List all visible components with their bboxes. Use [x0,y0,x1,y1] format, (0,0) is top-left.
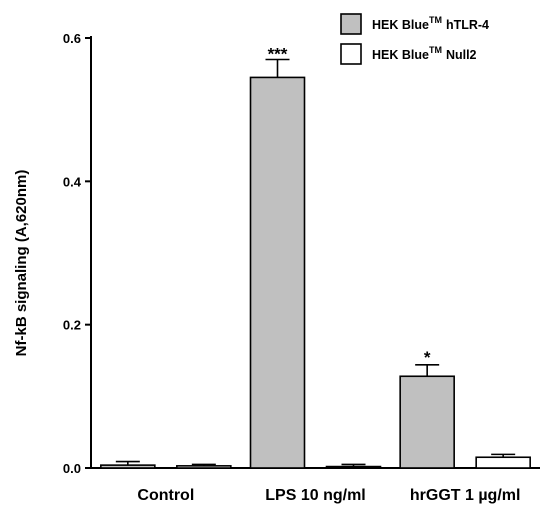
bar-null2-2 [475,456,531,469]
legend-entry: HEK BlueTM hTLR-4 [372,15,489,32]
y-tick-label: 0.6 [63,31,81,46]
y-axis-label: Nf-kB signaling (A,620nm) [13,170,30,357]
category-labels: Control LPS 10 ng/ml hrGGT 1 µg/ml [137,487,520,504]
bar-htlr4-1 [249,76,306,469]
bar-htlr4-0 [100,464,156,469]
legend-superscript: TM [429,45,442,55]
bar-htlr4-2 [399,375,455,469]
legend-superscript: TM [429,15,442,25]
y-tick-label: 0.4 [63,174,82,189]
legend-name: HEK Blue [372,48,429,62]
legend-name: HEK Blue [372,18,429,32]
significance-label: *** [268,45,288,64]
significance-label: * [424,348,431,367]
bars: **** [100,45,531,469]
y-ticks: 0.0 0.2 0.4 0.6 [63,31,91,476]
y-tick-label: 0.0 [63,461,81,476]
bar-null2-1 [325,465,382,469]
category-label: hrGGT 1 µg/ml [410,487,521,504]
legend-suffix: Null2 [446,48,477,62]
legend-entry: HEK BlueTM Null2 [372,45,477,62]
legend-swatch [340,43,362,65]
legend-suffix: hTLR-4 [446,18,489,32]
axes [90,36,540,469]
y-tick-label: 0.2 [63,318,81,333]
bar-null2-0 [176,465,232,469]
legend-swatch [340,13,362,35]
category-label: LPS 10 ng/ml [265,487,365,504]
category-label: Control [137,487,194,504]
